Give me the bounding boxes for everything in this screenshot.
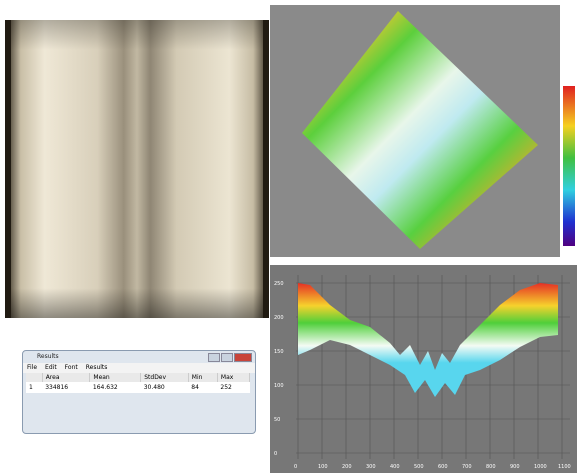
column-header: Mean bbox=[90, 373, 141, 382]
menu-item[interactable]: Edit bbox=[45, 364, 57, 371]
x-tick-label: 400 bbox=[390, 464, 400, 470]
y-tick-label: 0 bbox=[274, 451, 277, 457]
column-header: Area bbox=[42, 373, 90, 382]
column-header: Min bbox=[188, 373, 217, 382]
minimize-button[interactable] bbox=[208, 353, 220, 362]
x-tick-label: 1000 bbox=[534, 464, 547, 470]
table-cell: 334816 bbox=[42, 382, 90, 393]
surface-plot bbox=[270, 5, 560, 257]
x-tick-label: 500 bbox=[414, 464, 424, 470]
maximize-button[interactable] bbox=[221, 353, 233, 362]
x-tick-label: 100 bbox=[318, 464, 328, 470]
column-header: Max bbox=[217, 373, 249, 382]
x-tick-label: 1100 bbox=[558, 464, 571, 470]
x-tick-label: 800 bbox=[486, 464, 496, 470]
x-tick-label: 200 bbox=[342, 464, 352, 470]
table-cell: 252 bbox=[217, 382, 249, 393]
menu-item[interactable]: File bbox=[27, 364, 37, 371]
sample-photo bbox=[5, 20, 269, 318]
table-cell: 1 bbox=[26, 382, 42, 393]
y-tick-label: 200 bbox=[274, 315, 284, 321]
x-tick-label: 0 bbox=[294, 464, 297, 470]
close-button[interactable] bbox=[234, 353, 252, 362]
table-cell: 164.632 bbox=[90, 382, 141, 393]
colorbar bbox=[563, 86, 575, 246]
table-cell: 30.480 bbox=[141, 382, 189, 393]
column-header: StdDev bbox=[141, 373, 189, 382]
y-tick-label: 100 bbox=[274, 383, 284, 389]
menu-item[interactable]: Results bbox=[86, 364, 108, 371]
x-tick-label: 900 bbox=[510, 464, 520, 470]
menu-bar: File Edit Font Results bbox=[23, 363, 255, 373]
column-header bbox=[26, 373, 42, 382]
menu-item[interactable]: Font bbox=[65, 364, 78, 371]
y-tick-label: 50 bbox=[274, 417, 280, 423]
page: {"results":{"title":"Results","menu":["F… bbox=[0, 0, 577, 473]
table-cell: 84 bbox=[188, 382, 217, 393]
x-tick-label: 600 bbox=[438, 464, 448, 470]
y-tick-label: 150 bbox=[274, 349, 284, 355]
x-tick-label: 300 bbox=[366, 464, 376, 470]
x-tick-label: 700 bbox=[462, 464, 472, 470]
y-tick-label: 250 bbox=[274, 281, 284, 287]
